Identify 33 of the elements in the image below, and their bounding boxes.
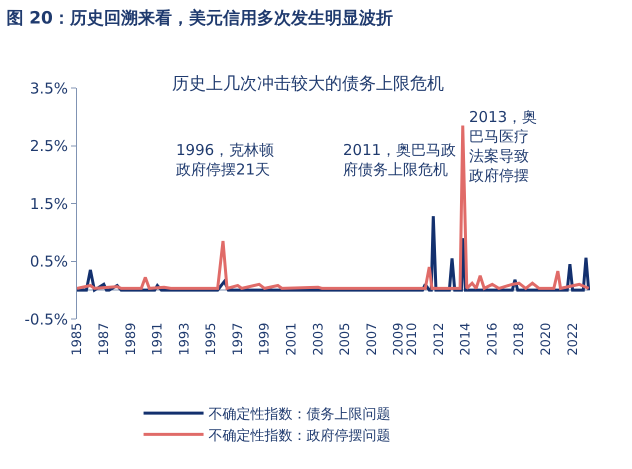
annotation: 2011，奥巴马政府债务上限危机 [343,141,456,178]
x-tick-label: 2012 [432,322,447,356]
y-tick-label: 0.5% [30,252,68,270]
chart-title: 图 20：历史回溯来看，美元信用多次发生明显波折 [6,8,393,29]
chart-subtitle: 历史上几次冲击较大的债务上限危机 [172,74,444,94]
x-tick-label: 2018 [512,322,528,356]
annotation: 1996，克林顿政府停摆21天 [176,141,274,178]
x-tick-label: 1985 [70,322,86,356]
y-tick-label: 1.5% [30,194,68,213]
line-series [77,124,590,290]
legend-label: 不确定性指数：政府停摆问题 [208,428,391,444]
x-tick-label: 2001 [284,322,300,356]
x-tick-label: 2005 [338,322,354,356]
y-tick-label: 3.5% [30,79,68,98]
x-tick-label: 2010 [405,322,420,356]
x-tick-label: 2003 [311,322,326,356]
y-tick-label: 2.5% [30,137,68,155]
x-tick-label: 1999 [258,322,273,356]
x-tick-label: 1997 [230,322,246,356]
x-tick-label: 2007 [364,322,380,356]
x-tick-label: 2016 [485,322,500,356]
x-tick-label: 1989 [124,322,139,356]
annotation: 2013，奥巴马医疗法案导致政府停摆 [469,108,538,184]
x-tick-label: 2020 [539,322,554,356]
y-tick-label: -0.5% [24,310,68,328]
x-tick-label: 2014 [458,322,474,356]
x-tick-label: 1995 [204,322,220,356]
legend-label: 不确定性指数：债务上限问题 [208,406,391,423]
x-tick-label: 2022 [566,322,581,356]
x-tick-label: 1993 [177,322,192,356]
x-tick-label: 1991 [150,322,166,356]
x-tick-label: 2009 [392,322,407,356]
x-tick-label: 1987 [97,322,112,356]
